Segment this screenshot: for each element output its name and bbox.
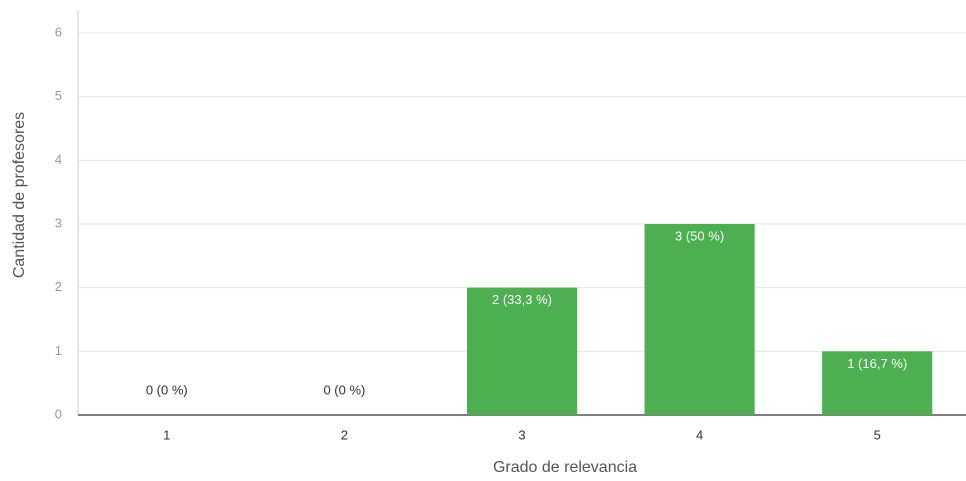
data-label: 0 (0 %) bbox=[323, 382, 365, 397]
x-tick-label: 2 bbox=[341, 427, 348, 442]
x-axis-label: Grado de relevancia bbox=[493, 459, 637, 476]
x-tick-label: 3 bbox=[518, 427, 525, 442]
data-label: 1 (16,7 %) bbox=[847, 356, 907, 371]
y-tick-label: 3 bbox=[55, 215, 62, 230]
y-tick-label: 2 bbox=[55, 279, 62, 294]
x-tick-label: 4 bbox=[696, 427, 703, 442]
y-tick-label: 6 bbox=[55, 24, 62, 39]
y-tick-label: 1 bbox=[55, 343, 62, 358]
bar bbox=[822, 351, 933, 415]
bar bbox=[644, 224, 755, 415]
y-tick-label: 5 bbox=[55, 88, 62, 103]
bar bbox=[466, 287, 578, 415]
y-tick-label: 0 bbox=[55, 406, 62, 421]
data-label: 2 (33,3 %) bbox=[492, 292, 552, 307]
data-label: 3 (50 %) bbox=[675, 228, 724, 243]
x-tick-label: 1 bbox=[163, 427, 170, 442]
y-axis-label: Cantidad de profesores bbox=[11, 112, 28, 278]
y-tick-label: 4 bbox=[55, 152, 62, 167]
x-tick-label: 5 bbox=[874, 427, 881, 442]
data-label: 0 (0 %) bbox=[146, 382, 188, 397]
